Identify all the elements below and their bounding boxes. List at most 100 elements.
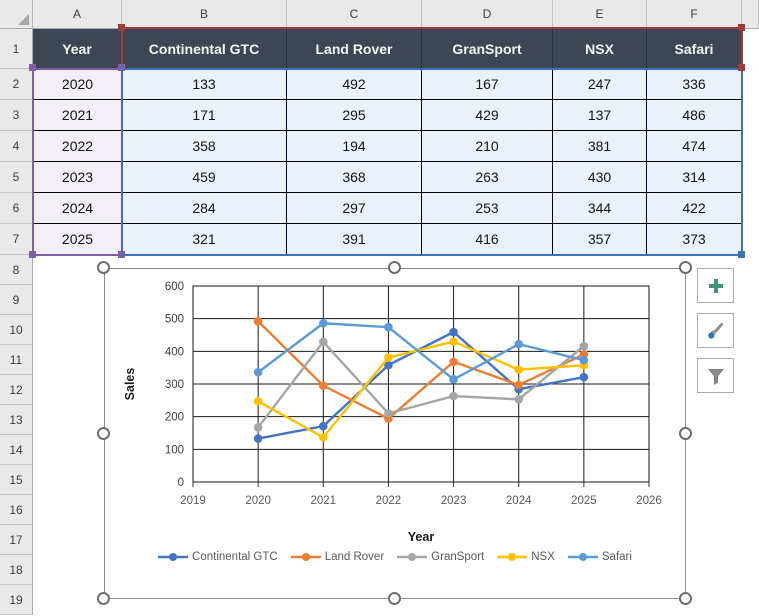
cell-D3[interactable]: 429 [422,100,553,131]
data-point[interactable] [449,375,458,384]
cell-C2[interactable]: 492 [287,69,422,100]
row-header-10[interactable]: 10 [0,315,33,345]
cell-F3[interactable]: 486 [647,100,742,131]
row-header-4[interactable]: 4 [0,131,33,162]
range-resize-handle[interactable] [738,64,745,71]
chart-resize-handle[interactable] [97,426,110,440]
legend-item-safari[interactable]: Safari [567,551,632,563]
chart-resize-handle[interactable] [97,261,110,274]
column-header-E[interactable]: E [553,0,647,29]
cell-E4[interactable]: 381 [553,131,647,162]
data-point[interactable] [253,367,263,377]
chart-resize-handle[interactable] [679,592,692,605]
chart-resize-handle[interactable] [97,592,110,605]
row-header-14[interactable]: 14 [0,435,33,465]
data-point[interactable] [449,337,458,346]
column-header-A[interactable]: A [33,0,122,29]
range-resize-handle[interactable] [118,251,125,258]
data-point[interactable] [579,341,589,351]
legend-item-land-rover[interactable]: Land Rover [290,551,384,563]
series-line-safari[interactable] [257,322,585,381]
data-point[interactable] [253,316,263,326]
data-point[interactable] [253,434,263,443]
data-point[interactable] [579,355,589,365]
row-header-1[interactable]: 1 [0,29,33,69]
data-point[interactable] [318,337,328,347]
range-resize-handle[interactable] [29,251,36,258]
chart-resize-handle[interactable] [388,592,401,605]
cell-E7[interactable]: 357 [553,224,647,255]
cell-D1[interactable]: GranSport [422,29,553,69]
x-axis-title[interactable]: Year [408,530,435,544]
select-all-corner[interactable] [0,0,33,29]
data-point[interactable] [449,391,458,401]
row-header-13[interactable]: 13 [0,405,33,435]
cell-E1[interactable]: NSX [553,29,647,69]
row-header-6[interactable]: 6 [0,193,33,224]
cell-E2[interactable]: 247 [553,69,647,100]
y-axis-title[interactable]: Sales [123,368,137,401]
cell-C4[interactable]: 194 [287,131,422,162]
chart-filters-button[interactable] [697,358,734,393]
cell-A2[interactable]: 2020 [33,69,122,100]
cell-C5[interactable]: 368 [287,162,422,193]
row-header-15[interactable]: 15 [0,465,33,495]
row-header-2[interactable]: 2 [0,69,33,100]
data-point[interactable] [318,421,328,431]
data-point[interactable] [384,322,393,332]
column-header-B[interactable]: B [122,0,287,29]
row-header-16[interactable]: 16 [0,495,33,525]
cell-A3[interactable]: 2021 [33,100,122,131]
cell-D7[interactable]: 416 [422,224,553,255]
data-point[interactable] [579,349,589,359]
range-resize-handle[interactable] [738,24,745,31]
column-header-C[interactable]: C [287,0,422,29]
data-point[interactable] [514,339,524,349]
cell-D5[interactable]: 263 [422,162,553,193]
column-header-F[interactable]: F [647,0,742,29]
cell-A6[interactable]: 2024 [33,193,122,224]
data-point[interactable] [384,409,393,418]
row-header-5[interactable]: 5 [0,162,33,193]
cell-B1[interactable]: Continental GTC [122,29,287,69]
data-point[interactable] [384,353,393,362]
series-line-nsx[interactable] [257,340,584,439]
cell-A7[interactable]: 2025 [33,224,122,255]
data-point[interactable] [318,318,328,328]
cell-C6[interactable]: 297 [287,193,422,224]
data-point[interactable] [579,372,589,382]
data-point[interactable] [514,380,524,390]
cell-F7[interactable]: 373 [647,224,742,255]
range-resize-handle[interactable] [118,24,125,31]
data-point[interactable] [253,423,263,432]
cell-D4[interactable]: 210 [422,131,553,162]
row-header-17[interactable]: 17 [0,525,33,555]
cell-B6[interactable]: 284 [122,193,287,224]
data-point[interactable] [384,360,393,370]
cell-B4[interactable]: 358 [122,131,287,162]
cell-F6[interactable]: 422 [647,193,742,224]
range-resize-handle[interactable] [738,251,745,258]
cell-B3[interactable]: 171 [122,100,287,131]
cell-C7[interactable]: 391 [287,224,422,255]
cell-F1[interactable]: Safari [647,29,742,69]
cell-D6[interactable]: 253 [422,193,553,224]
data-point[interactable] [449,357,458,367]
row-header-8[interactable]: 8 [0,255,33,285]
chart-resize-handle[interactable] [679,426,692,440]
row-header-19[interactable]: 19 [0,585,33,615]
cell-A4[interactable]: 2022 [33,131,122,162]
cell-D2[interactable]: 167 [422,69,553,100]
chart-object[interactable]: 2019 2020 2021 2022 2023 2024 2025 2026 0 100 200 3… [104,268,686,599]
data-point[interactable] [514,365,524,374]
row-header-9[interactable]: 9 [0,285,33,315]
range-resize-handle[interactable] [118,64,125,71]
legend-item-gransport[interactable]: GranSport [397,551,484,563]
row-header-18[interactable]: 18 [0,555,33,585]
row-header-3[interactable]: 3 [0,100,33,131]
cell-E3[interactable]: 137 [553,100,647,131]
cell-C3[interactable]: 295 [287,100,422,131]
cell-E6[interactable]: 344 [553,193,647,224]
cell-B7[interactable]: 321 [122,224,287,255]
cell-A5[interactable]: 2023 [33,162,122,193]
